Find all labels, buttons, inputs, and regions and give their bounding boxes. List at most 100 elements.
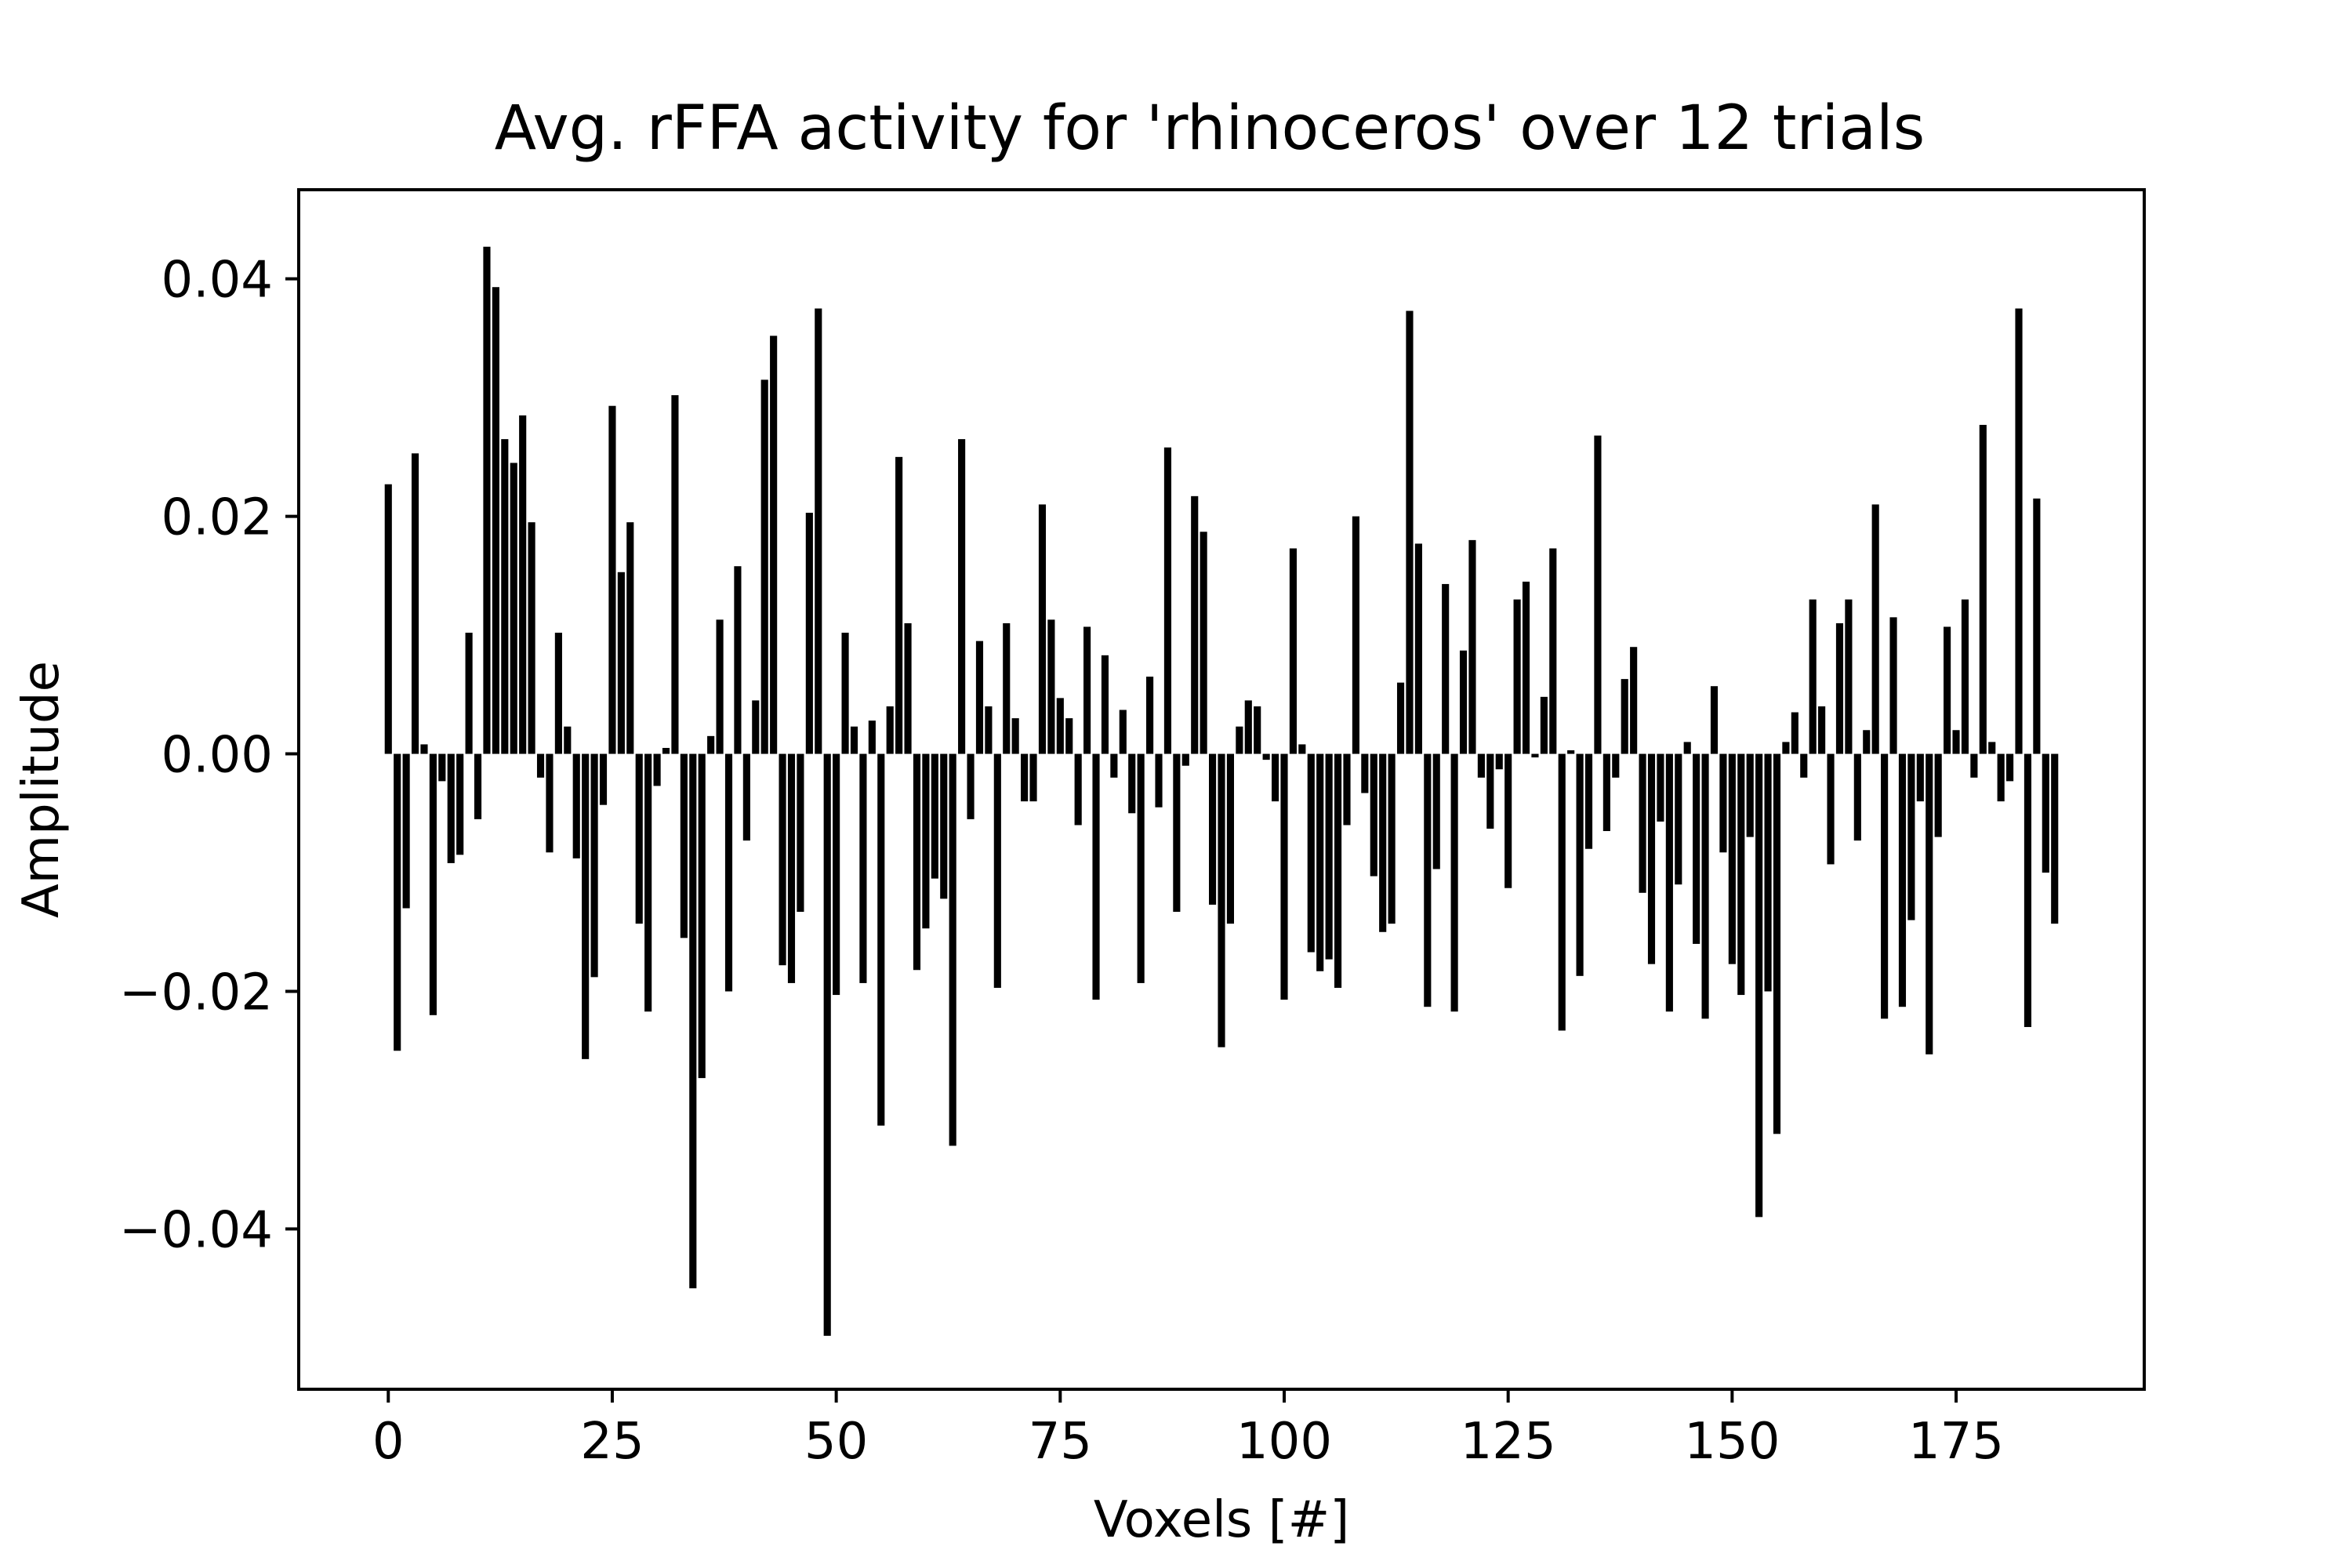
bar-voxel-115 — [1414, 543, 1422, 754]
bar-voxel-175 — [1952, 730, 1960, 754]
bar-series — [384, 246, 2059, 1336]
bar-voxel-73 — [1038, 504, 1047, 754]
bar-voxel-184 — [2033, 498, 2041, 754]
bar-voxel-153 — [1755, 753, 1763, 1218]
bar-voxel-81 — [1110, 753, 1118, 778]
bar-voxel-130 — [1549, 548, 1557, 754]
bar-voxel-39 — [734, 566, 742, 754]
bar-voxel-150 — [1728, 753, 1736, 964]
bar-voxel-6 — [438, 753, 446, 782]
bar-voxel-55 — [877, 753, 885, 1126]
bar-voxel-19 — [554, 633, 562, 754]
bar-voxel-106 — [1334, 753, 1342, 988]
bar-voxel-96 — [1244, 700, 1252, 754]
bar-voxel-93 — [1218, 753, 1225, 1047]
y-axis-ticks: −0.04 −0.02 0.00 0.02 0.04 — [119, 252, 299, 1259]
bar-voxel-102 — [1298, 744, 1306, 754]
bar-voxel-177 — [1970, 753, 1978, 778]
bar-voxel-15 — [519, 415, 527, 754]
bar-voxel-160 — [1818, 706, 1826, 754]
bar-voxel-23 — [590, 753, 598, 978]
bar-voxel-132 — [1567, 750, 1575, 754]
bar-voxel-158 — [1800, 753, 1808, 778]
bar-voxel-84 — [1137, 753, 1145, 983]
bar-voxel-20 — [564, 726, 572, 754]
bar-voxel-186 — [2051, 753, 2059, 924]
bar-voxel-155 — [1773, 753, 1781, 1134]
bar-voxel-61 — [931, 753, 938, 879]
bar-voxel-13 — [501, 439, 509, 754]
bar-voxel-112 — [1388, 753, 1396, 924]
bar-voxel-92 — [1209, 753, 1217, 905]
bar-voxel-136 — [1602, 753, 1610, 832]
bar-voxel-165 — [1863, 730, 1871, 754]
bar-voxel-159 — [1809, 599, 1817, 754]
bar-voxel-36 — [707, 735, 715, 754]
bar-voxel-7 — [447, 753, 455, 863]
bar-voxel-54 — [868, 720, 876, 754]
x-axis-ticks: 0 25 50 75 100 125 150 175 — [372, 1389, 2004, 1471]
y-tick-label: 0.00 — [162, 727, 274, 785]
bar-voxel-27 — [626, 522, 634, 754]
bar-voxel-156 — [1782, 742, 1790, 754]
bar-voxel-145 — [1683, 742, 1691, 754]
bar-voxel-129 — [1540, 696, 1548, 754]
bar-voxel-58 — [904, 622, 912, 754]
bar-voxel-44 — [779, 753, 786, 966]
bar-voxel-164 — [1853, 753, 1861, 841]
bar-voxel-12 — [492, 287, 499, 754]
bar-voxel-166 — [1871, 504, 1879, 754]
bar-voxel-133 — [1576, 753, 1584, 976]
bar-voxel-91 — [1200, 532, 1207, 754]
bar-voxel-47 — [805, 513, 813, 754]
y-tick-label: −0.02 — [119, 964, 273, 1022]
bar-voxel-151 — [1737, 753, 1745, 996]
bar-voxel-8 — [456, 753, 464, 855]
bar-voxel-95 — [1236, 726, 1243, 754]
bar-voxel-143 — [1665, 753, 1673, 1012]
bar-voxel-176 — [1961, 599, 1969, 754]
bar-voxel-5 — [429, 753, 437, 1015]
x-tick-label: 125 — [1461, 1413, 1556, 1471]
bar-voxel-26 — [617, 572, 625, 754]
bar-voxel-9 — [465, 633, 473, 754]
x-tick-label: 25 — [580, 1413, 644, 1471]
bar-voxel-57 — [895, 456, 903, 754]
bar-voxel-32 — [671, 395, 679, 754]
bar-voxel-111 — [1379, 753, 1387, 932]
bar-voxel-107 — [1343, 753, 1351, 826]
bar-voxel-183 — [2024, 753, 2032, 1027]
bar-voxel-46 — [797, 753, 804, 913]
bar-voxel-161 — [1827, 753, 1835, 865]
bar-voxel-108 — [1352, 516, 1359, 754]
y-tick-label: 0.04 — [162, 252, 274, 310]
x-tick-label: 0 — [372, 1413, 405, 1471]
bar-voxel-75 — [1056, 698, 1064, 754]
bar-voxel-119 — [1450, 753, 1458, 1012]
bar-voxel-25 — [608, 405, 616, 754]
bar-voxel-51 — [841, 633, 849, 754]
bar-voxel-79 — [1092, 753, 1100, 1000]
bar-voxel-146 — [1693, 753, 1700, 944]
bar-voxel-82 — [1119, 710, 1127, 754]
bar-voxel-71 — [1021, 753, 1029, 802]
bar-voxel-179 — [1988, 742, 1996, 754]
bar-voxel-144 — [1675, 753, 1682, 885]
bar-voxel-2 — [402, 753, 410, 909]
bar-voxel-98 — [1262, 753, 1270, 760]
bar-voxel-43 — [770, 336, 778, 754]
bar-voxel-40 — [742, 753, 750, 841]
bar-voxel-69 — [1003, 622, 1011, 754]
bar-voxel-3 — [411, 453, 419, 754]
bar-voxel-141 — [1647, 753, 1656, 964]
x-tick-label: 100 — [1236, 1413, 1332, 1471]
bar-voxel-118 — [1442, 583, 1450, 754]
bar-voxel-173 — [1934, 753, 1942, 837]
bar-voxel-113 — [1396, 682, 1405, 754]
bar-voxel-180 — [1997, 753, 2005, 802]
bar-voxel-163 — [1845, 599, 1853, 754]
bar-voxel-105 — [1325, 753, 1333, 960]
bar-voxel-154 — [1764, 753, 1772, 992]
bar-voxel-37 — [716, 619, 724, 754]
bar-voxel-68 — [993, 753, 1001, 988]
